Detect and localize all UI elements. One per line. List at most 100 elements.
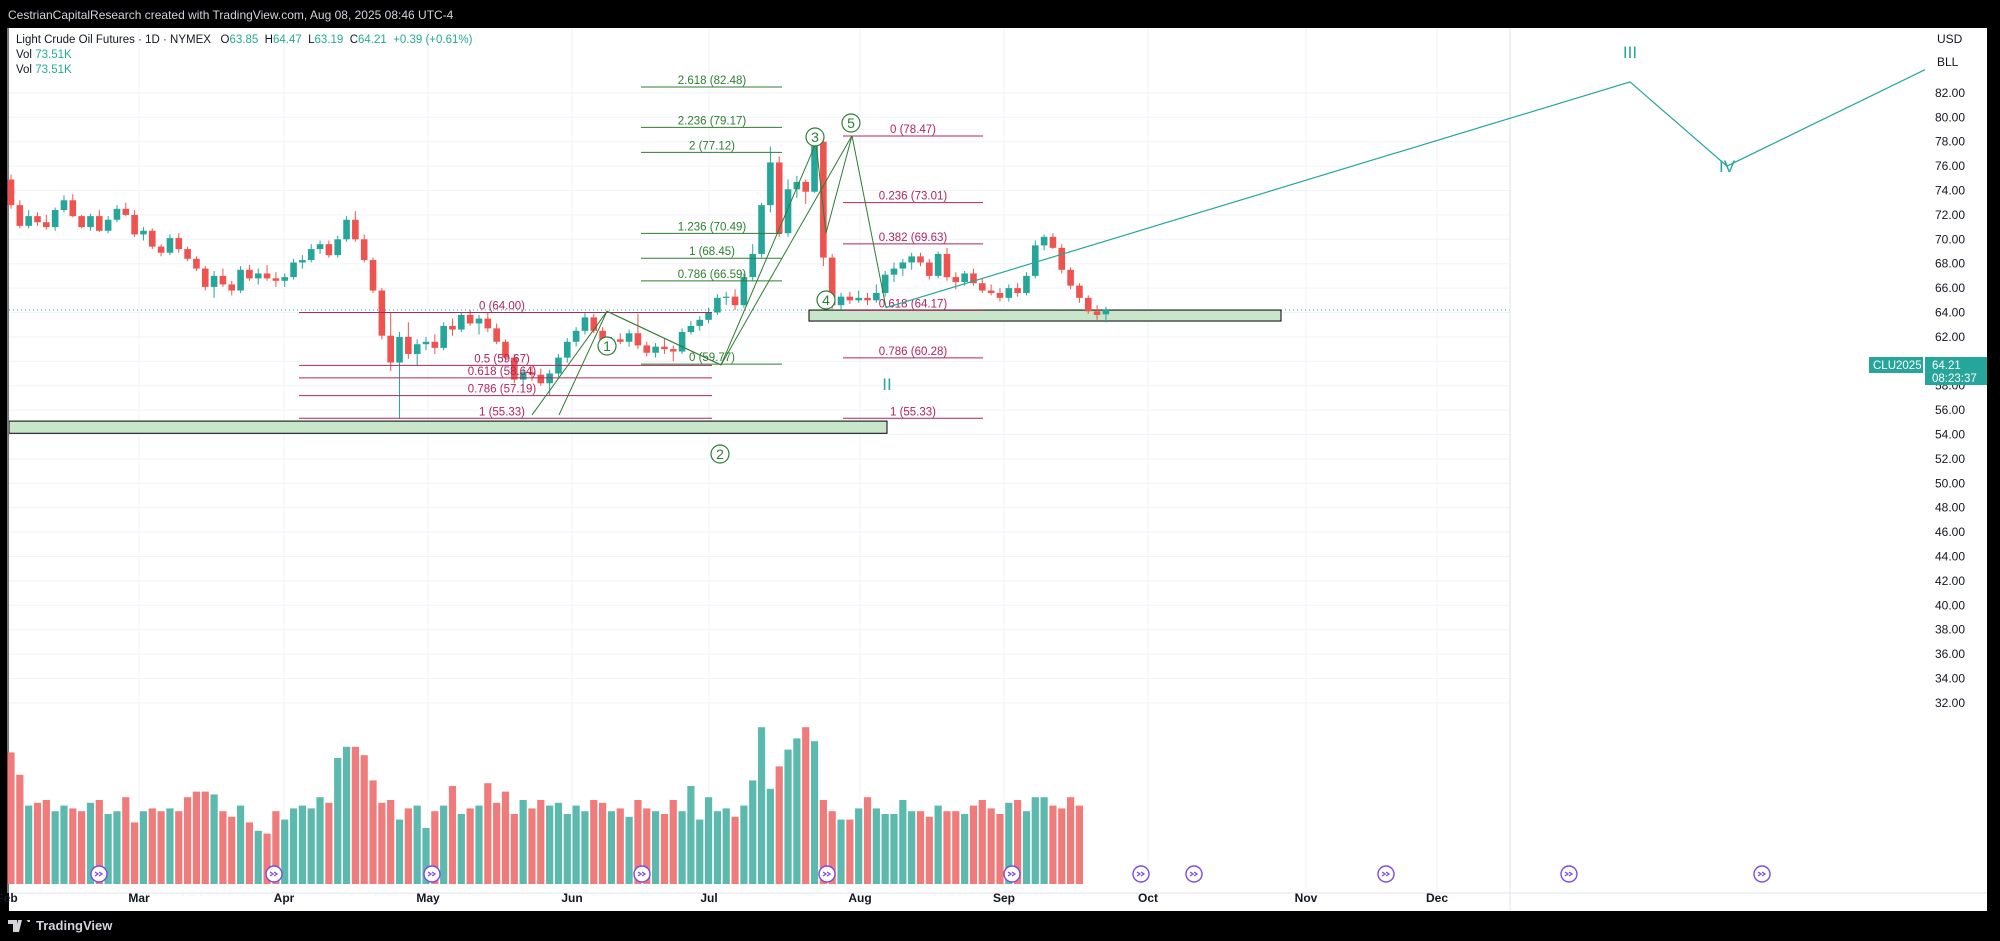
volume-bar [899,800,907,884]
candle-body [343,219,350,240]
attribution-bar: CestrianCapitalResearch created with Tra… [0,0,2000,28]
high-label: H [264,34,273,46]
fib-extension-label: 1 (68.45) [689,246,735,258]
volume-bar [404,808,412,884]
candle-body [678,332,686,352]
candle-body [369,260,377,291]
volume-bar [263,833,271,884]
candle-body [352,219,359,240]
price-axis[interactable]: USD BLL 82.00 80.00 78.00 76.00 74.00 72.00 70.0… [1935,32,1965,710]
volume-bar [1075,805,1084,884]
volume-bar [16,774,24,884]
vol-label-2[interactable]: Vol [16,64,32,76]
volume-bar [219,811,227,884]
event-markers[interactable] [90,865,1771,883]
volume-bar [757,727,766,884]
candle-body [661,346,668,350]
last-price-tag: CLU2025 64.21 08:23:37 [1869,357,1987,385]
volume-bar [1014,800,1022,884]
time-axis[interactable]: Feb Mar Apr May Jun Jul Aug Sep Oct Nov Dec [0,891,1987,905]
candle-body [802,181,809,192]
candle-body [405,336,412,354]
candle-body [228,284,236,291]
legend-ohlc-row: Light Crude Oil Futures · 1D · NYMEX O63… [16,33,472,48]
volume-bar [510,814,518,884]
price-tick-label: 62.00 [1935,330,1965,344]
candle-body [78,216,85,228]
volume-bar [236,805,245,884]
legend-vol-row-1: Vol 73.51K [16,48,472,63]
volume-bar [519,800,527,884]
volume-bar [881,814,889,884]
volume-bar [775,766,783,884]
price-tick-label: 40.00 [1935,598,1965,612]
candle-body [1031,245,1039,276]
candle-body [581,317,589,331]
candle-body [219,275,227,285]
event-arrow-icon [1564,871,1574,877]
attribution-text: CestrianCapitalResearch created with Tra… [8,8,454,22]
candle-body [714,297,721,313]
candle-body [837,296,845,306]
volume-bar [157,811,165,884]
price-tick-label: 38.00 [1935,623,1965,637]
candle-body [34,216,41,223]
wave-2-label: 2 [716,446,724,462]
price-tick-label: 34.00 [1935,672,1965,686]
time-tick-label: Oct [1138,891,1158,905]
volume-bar [334,758,342,884]
volume-bar [810,741,819,884]
candle-body [767,162,774,206]
volume-bar [696,819,704,884]
fibonacci-drawings[interactable]: 0 (64.00) 0.5 (59.67)0.618 (58.64) 0.786 (… [299,75,983,419]
volume-bar [360,755,368,884]
volume-bar [95,800,103,884]
candle-body [899,262,907,269]
candle-body [873,292,880,301]
volume-bar [537,800,545,884]
volume-bar [289,808,298,884]
price-tick-label: 48.00 [1935,501,1965,515]
candle-body [140,230,147,235]
candle-body [458,314,465,330]
open-label: O [220,34,230,46]
volume-bar [60,805,68,884]
volume-bar [713,811,721,884]
volume-bar [863,797,872,884]
wave-3-circle [805,127,825,147]
candle-body [396,336,403,363]
price-tick-label: 54.00 [1935,428,1965,442]
candle-body [43,222,50,228]
candle-body [572,330,580,342]
volume-bar [784,749,792,884]
candle-body [413,344,421,354]
volume-bar [493,802,501,884]
vol-value-2: 73.51K [35,64,72,76]
volume-bar [175,811,183,884]
time-tick-label: Jul [700,891,717,905]
candle-body [864,297,871,301]
volume-bar [78,811,86,884]
candle-body [908,256,915,263]
vol-label-1[interactable]: Vol [16,49,32,61]
candle-body [1084,297,1092,312]
tradingview-logo[interactable]: TradingView [8,918,112,933]
footer-bar [0,911,2000,941]
candle-body [148,230,156,247]
volume-bar [916,811,925,884]
candle-body [184,249,191,259]
volume-bar [660,814,669,884]
candle-body [987,290,995,293]
candle-body [299,260,306,263]
volume-bar [528,808,536,884]
candle-body [1040,236,1048,246]
price-tick-label: 44.00 [1935,550,1965,564]
legend-symbol[interactable]: Light Crude Oil Futures · 1D · NYMEX [16,34,211,46]
event-arrow-icon [1381,871,1391,877]
symbol-tag-bg [1869,357,1923,373]
candle-body [828,257,836,306]
symbol-tag: CLU2025 [1873,360,1922,372]
candle-body [290,262,297,278]
